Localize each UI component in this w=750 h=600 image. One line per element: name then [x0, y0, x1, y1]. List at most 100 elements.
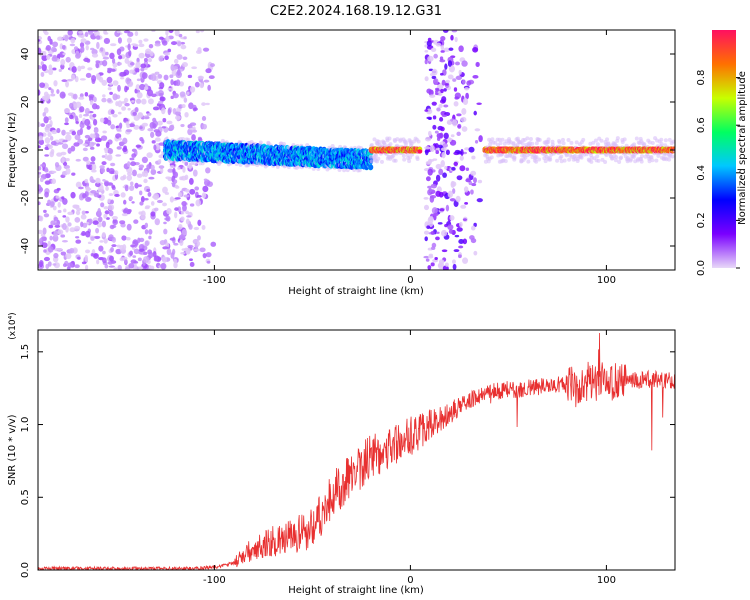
spectrogram-cell: [143, 38, 149, 42]
spectrogram-cell: [71, 66, 77, 73]
spectrogram-cell: [393, 158, 398, 163]
spectrogram-cell: [43, 107, 49, 114]
spectrogram-cell: [163, 74, 169, 81]
spectrogram-cell: [66, 266, 71, 270]
spectrogram-cell: [199, 247, 206, 253]
spectrogram-cell: [151, 140, 156, 144]
spectrogram-cell: [528, 136, 533, 141]
spectrogram-cell: [91, 49, 98, 55]
spectrogram-cell: [38, 121, 41, 128]
spectrogram-cell: [410, 152, 415, 157]
spectrogram-cell: [439, 56, 444, 61]
spectrogram-cell: [67, 211, 74, 216]
spectrogram-cell: [52, 67, 57, 71]
spectrogram-cell: [153, 144, 157, 151]
spectrogram-cell: [105, 141, 110, 149]
spectrogram-cell: [95, 62, 100, 69]
spectrogram-cell: [424, 236, 428, 242]
spectrogram-cell: [447, 74, 454, 80]
spectrogram-cell: [99, 240, 104, 243]
spectrogram-cell: [497, 137, 502, 142]
spectrogram-cell: [197, 75, 204, 80]
spectrogram-cell: [428, 253, 434, 257]
spectrogram-cell: [138, 52, 145, 59]
spectrogram-cell: [76, 204, 80, 209]
spectrogram-cell: [87, 67, 93, 71]
spectrogram-cell: [162, 186, 168, 194]
spectrogram-cell: [452, 78, 457, 82]
spectrogram-cell: [429, 94, 436, 98]
spectrogram-cell: [53, 252, 59, 259]
spectrogram-cell: [424, 146, 431, 150]
spectrogram-cell: [130, 181, 134, 186]
spectrogram-cell: [52, 41, 59, 48]
spectrogram-cell: [469, 235, 475, 240]
spectrogram-cell: [119, 71, 126, 77]
spectrogram-cell: [189, 261, 195, 267]
spectrogram-cell: [100, 47, 104, 52]
spectrogram-cell: [47, 261, 52, 267]
spectrogram-cell: [136, 78, 141, 82]
spectrogram-cell: [166, 120, 173, 125]
spectrogram-cell: [437, 263, 443, 268]
figure-title: C2E2.2024.168.19.12.G31: [270, 4, 442, 19]
spectrogram-cell: [84, 107, 90, 115]
spectrogram-cell: [465, 92, 469, 100]
spectrogram-cell: [95, 73, 101, 79]
spectrogram-cell: [460, 116, 467, 123]
spectrogram-cell: [138, 211, 143, 215]
spectrogram-cell: [48, 64, 53, 71]
spectrogram-cell: [184, 161, 189, 166]
spectrogram-cell: [202, 47, 210, 52]
spectrogram-cell: [65, 167, 71, 175]
spectrogram-cell: [165, 35, 170, 43]
spectrogram-cell: [79, 121, 85, 129]
spectrogram-cell: [58, 69, 62, 72]
spectrogram-cell: [189, 203, 195, 207]
spectrogram-cell: [443, 104, 449, 108]
spectrogram-cell: [424, 136, 432, 142]
spectrogram-cell: [447, 190, 454, 198]
spectrogram-cell: [77, 65, 82, 72]
spectrogram-cell: [144, 229, 149, 235]
spectrogram-cell: [424, 59, 428, 65]
spectrogram-cell: [178, 234, 186, 240]
spectrogram-cell: [163, 228, 168, 235]
spectrogram-cell: [77, 256, 81, 260]
spectrogram-cell: [137, 237, 141, 244]
spectrogram-cell: [47, 240, 51, 248]
spectrogram-cell: [121, 213, 128, 217]
spectrogram-cell: [120, 101, 127, 104]
spectrogram-cell: [137, 112, 143, 117]
spectrogram-cell: [125, 129, 133, 133]
spectrogram-cell: [158, 55, 164, 62]
spectrogram-cell: [63, 107, 71, 114]
spectrogram-cell: [483, 159, 488, 164]
spectrogram-cell: [73, 103, 78, 110]
spectrogram-cell: [427, 37, 432, 42]
spectrogram-cell: [443, 47, 450, 53]
spectrogram-cell: [451, 259, 456, 265]
spectrogram-cell: [534, 154, 539, 159]
spectrogram-cell: [116, 30, 121, 34]
spectrogram-cell: [462, 151, 468, 155]
spectrogram-cell: [117, 111, 122, 115]
spectrogram-cell: [440, 229, 448, 237]
spectrogram-cell: [433, 53, 438, 59]
spectrogram-cell: [103, 147, 109, 151]
spectrogram-cell: [185, 247, 191, 255]
spectrogram-cell: [478, 135, 483, 143]
spectrogram-cell: [281, 142, 286, 147]
spectrogram-cell: [69, 227, 76, 233]
spectrogram-cell: [150, 169, 157, 176]
spectrogram-cell: [186, 91, 190, 96]
spectrogram-cell: [120, 77, 125, 80]
spectrogram-cell: [454, 96, 459, 100]
spectrogram-cell: [165, 30, 169, 36]
spectrogram-cell: [424, 49, 429, 53]
spectrogram-cell: [158, 100, 164, 105]
spectrogram-cell: [124, 184, 129, 192]
spectrogram-cell: [52, 205, 57, 211]
spectrogram-cell: [127, 208, 132, 213]
spectrogram-cell: [109, 91, 113, 95]
